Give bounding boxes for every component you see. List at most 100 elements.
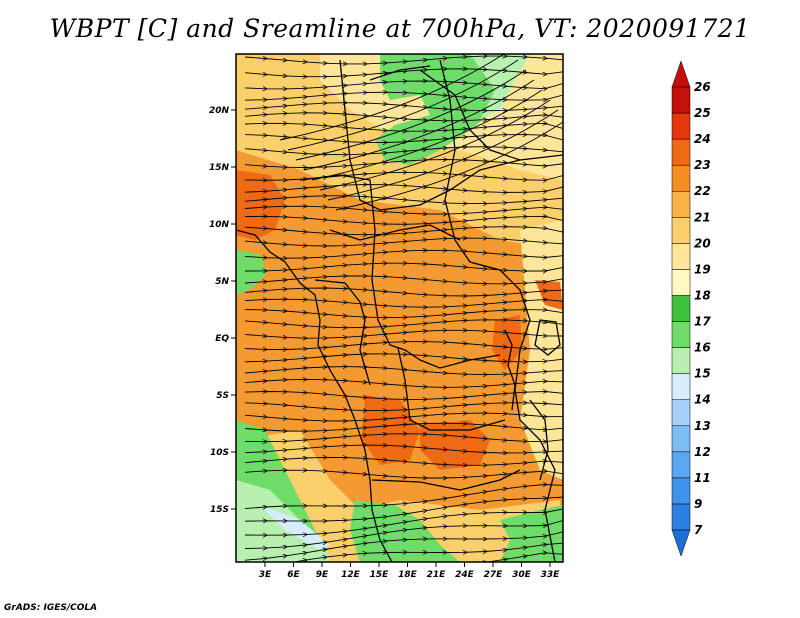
colorbar-label: 12 (694, 445, 711, 459)
streamline (244, 457, 563, 465)
colorbar-label: 24 (694, 132, 711, 146)
streamline (279, 54, 505, 141)
colorbar-label: 18 (694, 288, 711, 302)
map-frame (235, 53, 564, 563)
colorbar-max-triangle (671, 60, 691, 88)
border-car (329, 224, 461, 241)
colorbar-segment (671, 399, 691, 427)
border-angola-south (371, 469, 521, 491)
colorbar-label: 13 (694, 419, 711, 433)
streamline (244, 123, 563, 131)
streamline (244, 227, 563, 235)
lat-label: 15N (209, 163, 230, 173)
streamline (244, 69, 563, 77)
colorbar-label: 25 (694, 106, 711, 120)
colorbar-segment (671, 217, 691, 244)
coastline-west (236, 229, 393, 562)
colorbar-segment (671, 425, 691, 453)
colorbar-label: 20 (694, 236, 711, 250)
streamline (244, 172, 563, 180)
lat-label: 5N (215, 277, 229, 287)
field-green-west (236, 250, 266, 295)
streamline (244, 103, 563, 111)
colorbar-segment (671, 269, 691, 296)
colorbar-segment (671, 321, 691, 348)
colorbar-label: 15 (694, 367, 711, 381)
border-gabon-congo (314, 279, 371, 386)
colorbar-label: 21 (694, 210, 711, 224)
streamline (244, 299, 563, 307)
grads-credit: GrADS: IGES/COLA (4, 603, 98, 613)
streamline (244, 330, 563, 338)
streamline (244, 354, 563, 362)
lake-malawi (529, 399, 549, 481)
border-north (339, 59, 563, 211)
lon-label: 21E (427, 570, 447, 580)
streamline (244, 263, 563, 271)
colorbar-segment (671, 112, 691, 140)
colorbar-segment (671, 138, 691, 166)
streamline (245, 553, 563, 562)
lake-tanganyika (504, 329, 516, 411)
colorbar-label: 23 (694, 158, 711, 172)
colorbar-label: 7 (694, 523, 703, 537)
streamline (244, 238, 563, 246)
lon-label: 3E (259, 570, 272, 580)
streamline (244, 216, 563, 224)
colorbar-segment (671, 451, 691, 479)
streamlines (244, 54, 563, 562)
streamline (319, 99, 551, 191)
colorbar: 7 9 11 12 13 14 15 16 17 18 19 20 21 22 23 24 25 26 (671, 60, 711, 557)
streamline (244, 206, 563, 214)
streamline (244, 392, 563, 400)
streamline (244, 185, 563, 193)
lat-label: EQ (215, 334, 229, 344)
colorbar-segment (671, 86, 691, 114)
chart-title: WBPT [C] and Sreamline at 700hPa, VT: 20… (49, 14, 751, 43)
streamline (244, 147, 563, 155)
streamline (335, 121, 563, 211)
colorbar-min-triangle (671, 529, 691, 557)
streamline (327, 109, 559, 201)
wbpt-field (236, 54, 563, 562)
lon-label: 30E (512, 570, 532, 580)
lon-label: 9E (316, 570, 329, 580)
lake-victoria (534, 319, 561, 356)
border-chad-sudan (419, 69, 521, 161)
border-drc-south (397, 347, 506, 431)
colorbar-label: 16 (694, 341, 711, 355)
colorbar-label: 19 (694, 262, 711, 276)
colorbar-segment (671, 503, 691, 531)
longitude-axis: 3E 6E 9E 12E 15E 18E 21E 24E 27E 30E 33E (259, 562, 560, 580)
lon-label: 12E (341, 570, 361, 580)
streamline (244, 403, 563, 411)
colorbar-segment (671, 243, 691, 270)
streamline (244, 160, 563, 168)
lon-label: 24E (455, 570, 475, 580)
colorbar-label: 17 (694, 315, 711, 329)
colorbar-segment (671, 347, 691, 374)
colorbar-label: 22 (694, 184, 711, 198)
streamline (244, 423, 563, 431)
lon-label: 15E (370, 570, 390, 580)
lat-label: 10S (210, 448, 229, 458)
lat-label: 20N (209, 106, 230, 116)
border-east (439, 59, 556, 562)
colorbar-segment (671, 190, 691, 218)
streamline (244, 250, 563, 258)
latitude-axis: 20N 15N 10N 5N EQ 5S 10S 15S (209, 106, 236, 515)
streamline (244, 434, 563, 442)
streamline (244, 379, 563, 387)
border-central (299, 174, 501, 369)
streamline (244, 445, 563, 453)
lat-label: 10N (209, 220, 230, 230)
colorbar-label: 11 (694, 471, 711, 485)
streamline (287, 59, 519, 151)
lon-label: 33E (541, 570, 561, 580)
streamline (244, 288, 563, 296)
lon-label: 27E (484, 570, 504, 580)
lon-label: 18E (398, 570, 418, 580)
streamline (303, 79, 535, 171)
streamline (244, 81, 563, 89)
